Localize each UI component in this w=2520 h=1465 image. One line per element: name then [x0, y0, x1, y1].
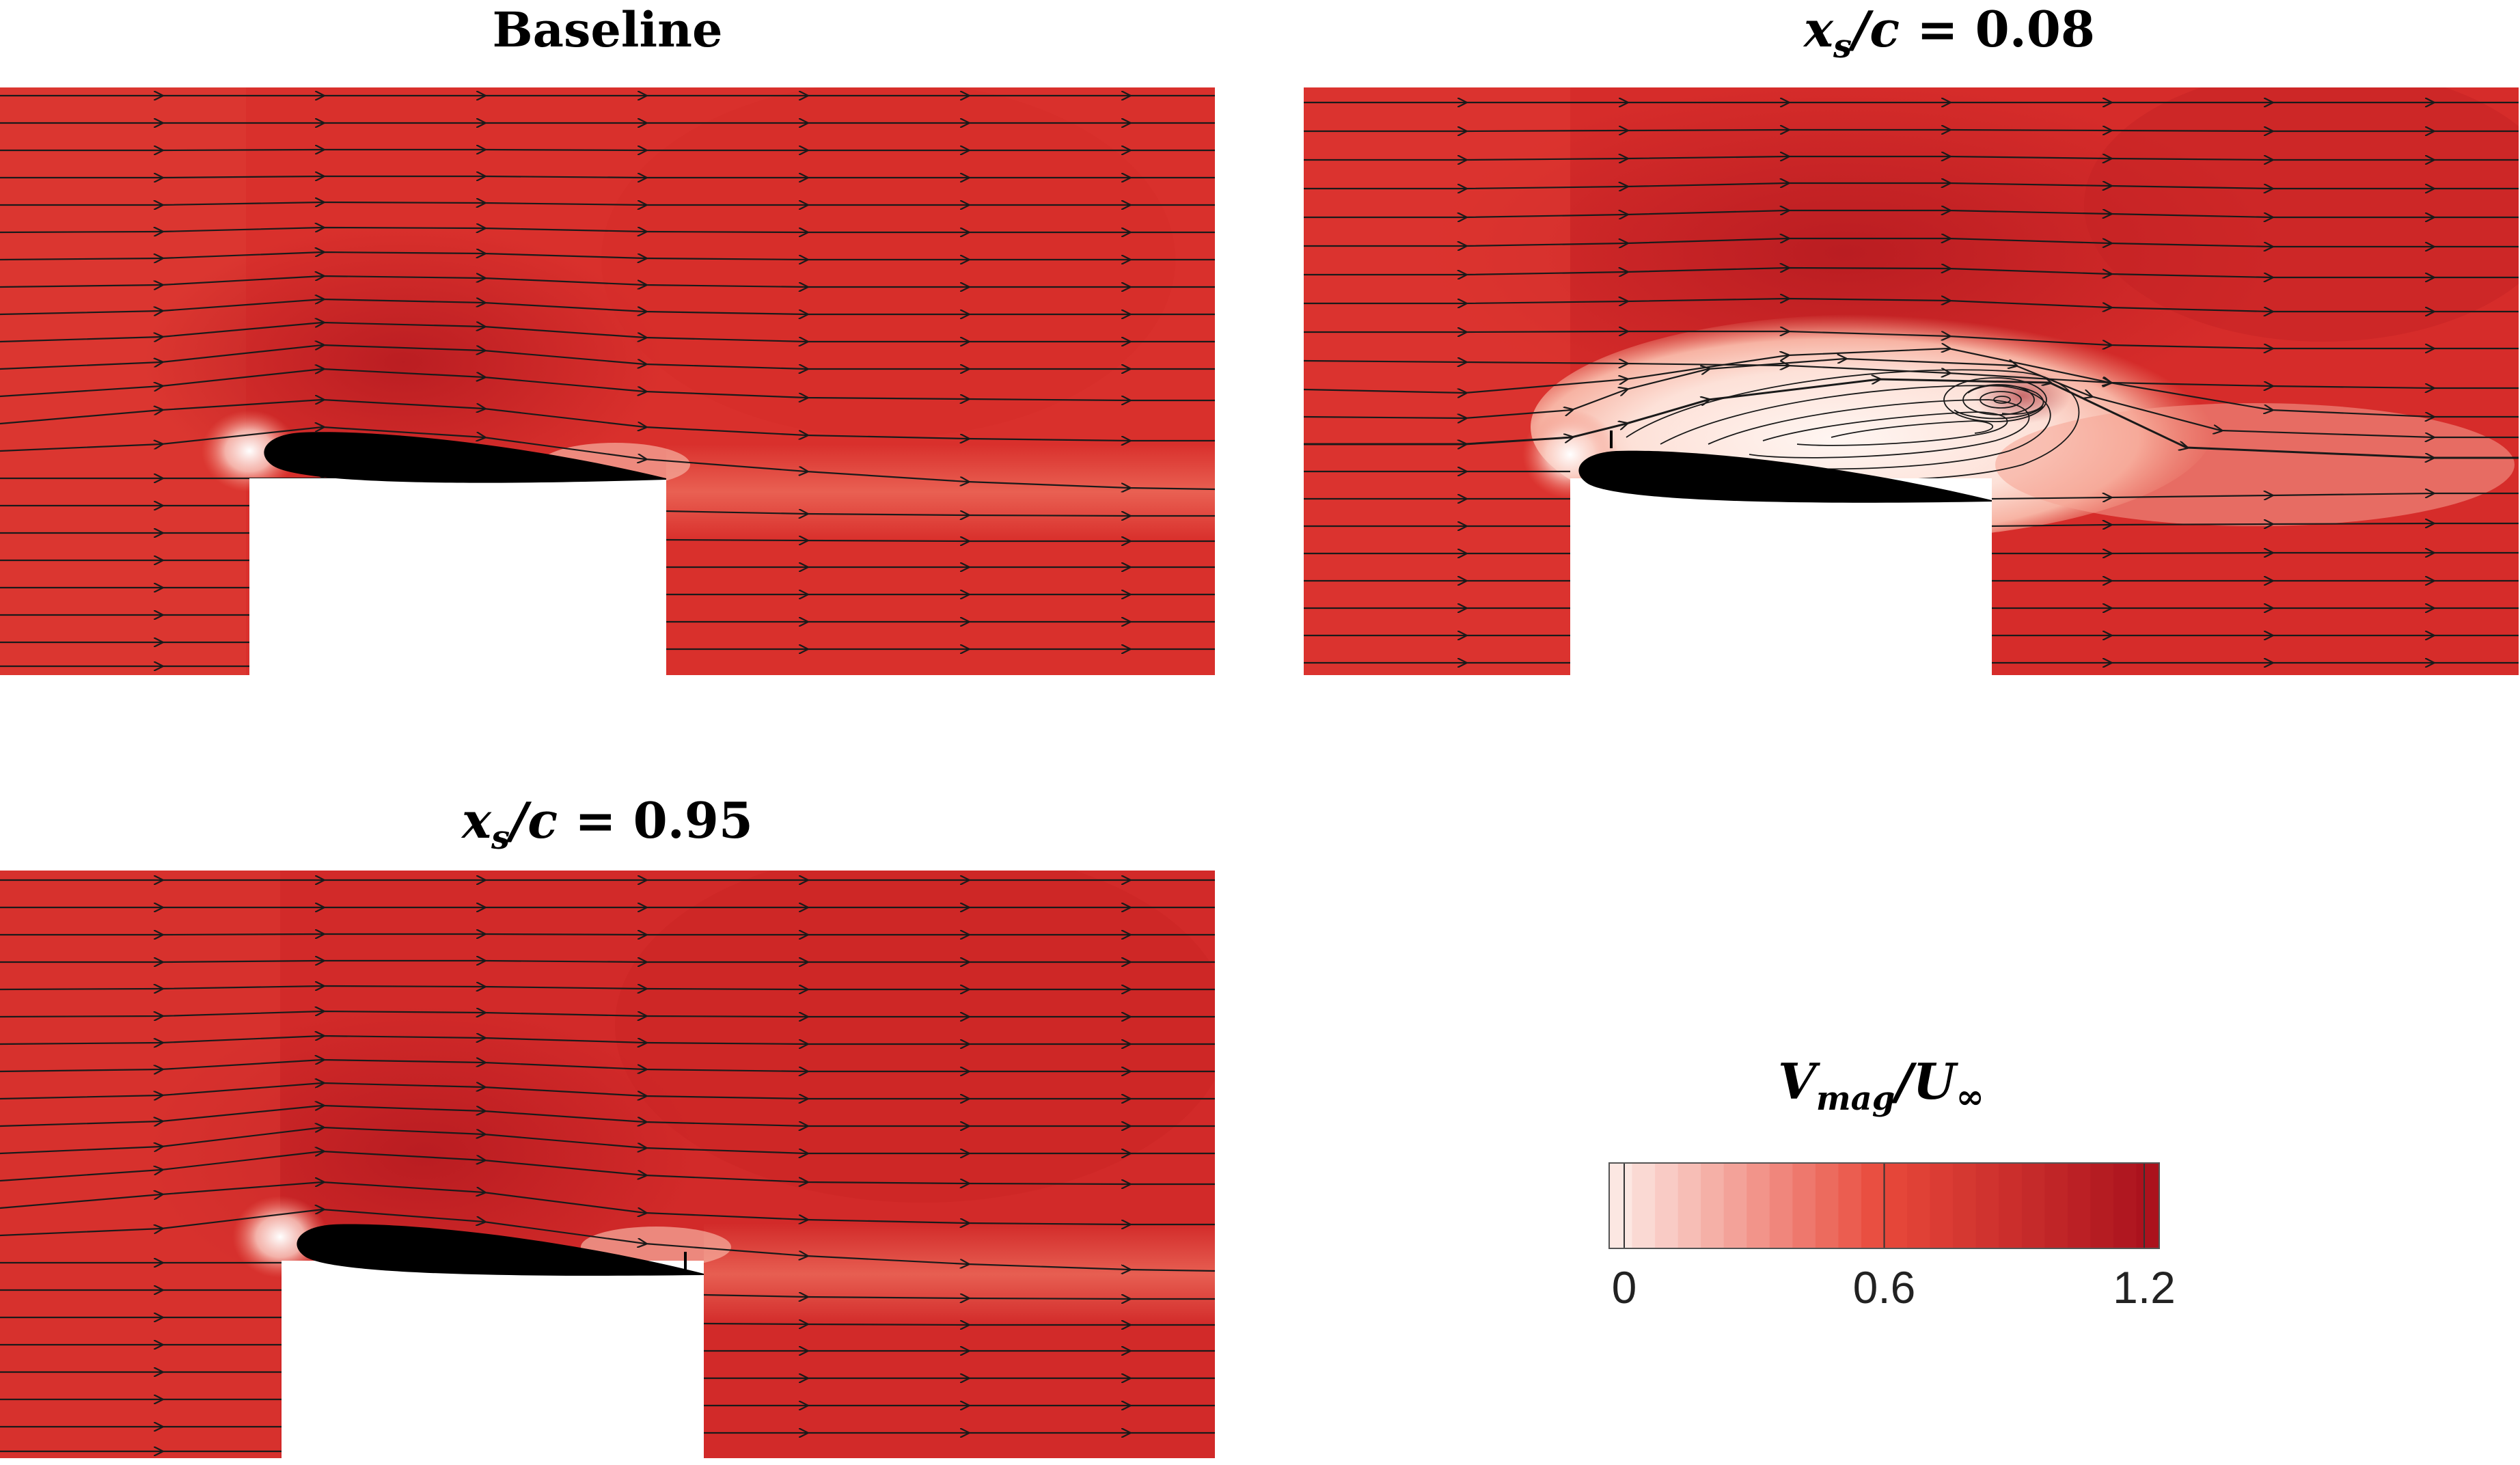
panel-title-xs-0.08: xs/c = 0.08 — [1803, 0, 2095, 66]
colorbar-tick-label: 1.2 — [2113, 1262, 2176, 1313]
streamlines — [1304, 102, 2519, 663]
colorbar-band — [1769, 1163, 1793, 1248]
colorbar-title: Vmag/U∞ — [1778, 1052, 1984, 1118]
colorbar-band — [2067, 1163, 2091, 1248]
colorbar-band — [1815, 1163, 1839, 1248]
colorbar-band — [1907, 1163, 1931, 1248]
colorbar-tick-label: 0 — [1612, 1262, 1637, 1313]
airfoil — [264, 432, 666, 483]
colorbar-band — [1609, 1163, 1633, 1248]
colorbar-band — [1861, 1163, 1885, 1248]
colorbar-tick-label: 0.6 — [1853, 1262, 1916, 1313]
streamlines — [0, 880, 1215, 1451]
colorbar-band — [2136, 1163, 2160, 1248]
colorbar-band — [1884, 1163, 1908, 1248]
panel-baseline: Baseline — [0, 1, 1215, 675]
colorbar-band — [2021, 1163, 2045, 1248]
panel-xs-0.08: xs/c = 0.08 — [1304, 0, 2519, 675]
panel-title-xs-0.95: xs/c = 0.95 — [461, 791, 753, 857]
panel-xs-0.95: xs/c = 0.95 — [0, 791, 1215, 1458]
colorbar-band — [1953, 1163, 1977, 1248]
colorbar-band — [1975, 1163, 1999, 1248]
colorbar: Vmag/U∞ 0 0.6 1.2 — [1608, 1052, 2176, 1313]
colorbar-band — [1792, 1163, 1816, 1248]
colorbar-band — [1655, 1163, 1679, 1248]
airfoil — [297, 1224, 704, 1276]
colorbar-band — [2113, 1163, 2137, 1248]
colorbar-band — [1930, 1163, 1954, 1248]
colorbar-band — [1723, 1163, 1747, 1248]
colorbar-ticks: 0 0.6 1.2 — [1612, 1163, 2176, 1313]
colorbar-band — [2090, 1163, 2114, 1248]
colorbar-band — [1747, 1163, 1770, 1248]
colorbar-band — [1838, 1163, 1862, 1248]
streamlines — [0, 96, 1215, 666]
colorbar-band — [1677, 1163, 1701, 1248]
colorbar-bands — [1609, 1163, 2160, 1248]
colorbar-band — [2044, 1163, 2068, 1248]
panel-title-baseline: Baseline — [492, 1, 722, 58]
airfoil — [1578, 450, 1992, 503]
colorbar-band — [1632, 1163, 1656, 1248]
colorbar-frame — [1608, 1162, 2160, 1249]
colorbar-band — [1701, 1163, 1725, 1248]
colorbar-band — [1999, 1163, 2023, 1248]
